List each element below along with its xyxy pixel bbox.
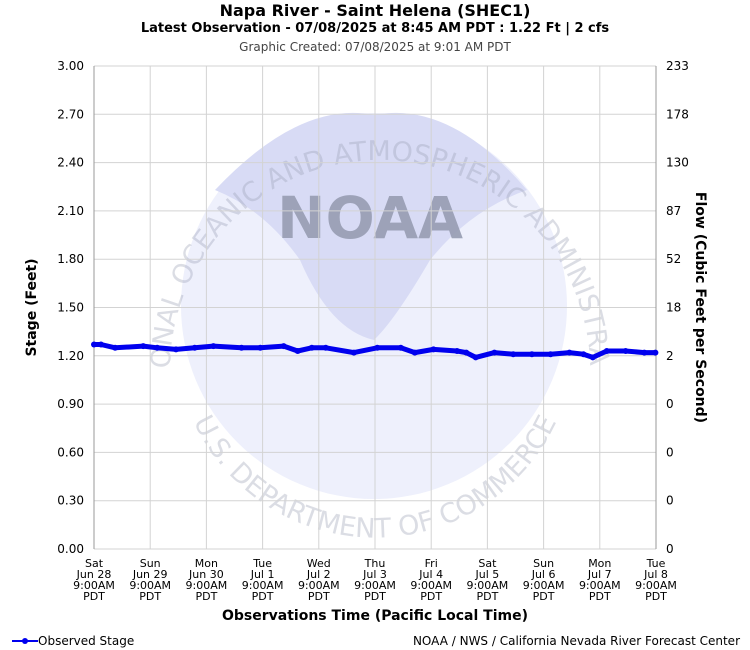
series-layer xyxy=(91,341,659,361)
data-point xyxy=(652,349,659,356)
y-tick-label: 0.90 xyxy=(57,397,84,411)
x-tick-label: Wed Jul 2 9:00AM PDT xyxy=(298,557,340,603)
grid-lines xyxy=(93,65,657,550)
legend-label: Observed Stage xyxy=(38,634,135,648)
y2-tick-label: 52 xyxy=(666,252,681,266)
data-point xyxy=(322,344,329,351)
x-tick-label: Sun Jul 6 9:00AM PDT xyxy=(523,557,565,603)
data-point xyxy=(641,349,648,356)
x-tick-label: Tue Jul 8 9:00AM PDT xyxy=(635,557,677,603)
y-tick-label: 0.00 xyxy=(57,542,84,556)
y2-tick-label: 2 xyxy=(666,349,674,363)
y2-axis-ticks: 0 0 0 0 2 18 52 87 130 178 233 xyxy=(666,59,689,556)
y-tick-label: 1.50 xyxy=(57,301,84,315)
data-point xyxy=(566,349,573,356)
legend-line-icon xyxy=(12,638,38,644)
data-point xyxy=(154,344,161,351)
data-point xyxy=(472,354,479,361)
data-point xyxy=(210,343,217,350)
y-tick-label: 1.80 xyxy=(57,252,84,266)
chart-title: Napa River - Saint Helena (SHEC1) xyxy=(219,1,531,20)
x-tick-label: Sun Jun 29 9:00AM PDT xyxy=(129,557,171,603)
data-point xyxy=(191,344,198,351)
data-point xyxy=(580,351,587,358)
data-point xyxy=(308,344,315,351)
y-tick-label: 1.20 xyxy=(57,349,84,363)
y-axis-ticks: 0.00 0.30 0.60 0.90 1.20 1.50 1.80 2.10 2.40 2.70… xyxy=(57,59,84,556)
y-tick-label: 2.70 xyxy=(57,107,84,121)
data-point xyxy=(257,344,264,351)
data-point xyxy=(350,349,357,356)
x-tick-label: Fri Jul 4 9:00AM PDT xyxy=(410,557,452,603)
x-tick-label: Tue Jul 1 9:00AM PDT xyxy=(242,557,284,603)
noaa-watermark: NOAA NATIONAL OCEANIC AND ATMOSPHERIC AD… xyxy=(0,0,614,545)
y2-tick-label: 0 xyxy=(666,397,674,411)
y2-tick-label: 0 xyxy=(666,494,674,508)
data-point xyxy=(140,343,147,350)
data-point xyxy=(528,351,535,358)
x-tick-label: Sat Jul 5 9:00AM PDT xyxy=(467,557,509,603)
x-tick-label: Thu Jul 3 9:00AM PDT xyxy=(354,557,396,603)
watermark-logo-text: NOAA xyxy=(277,184,463,252)
data-point xyxy=(510,351,517,358)
data-point xyxy=(430,346,437,353)
y2-tick-label: 0 xyxy=(666,542,674,556)
y2-tick-label: 233 xyxy=(666,59,689,73)
data-point xyxy=(454,348,460,354)
y-tick-label: 0.60 xyxy=(57,445,84,459)
y-tick-label: 2.40 xyxy=(57,156,84,170)
data-point xyxy=(589,354,596,361)
y-tick-label: 0.30 xyxy=(57,494,84,508)
data-point xyxy=(547,351,554,358)
y2-tick-label: 87 xyxy=(666,204,681,218)
data-point xyxy=(603,348,610,354)
y2-tick-label: 18 xyxy=(666,301,681,315)
data-point xyxy=(112,344,119,351)
data-point xyxy=(622,348,629,354)
data-point xyxy=(374,344,381,351)
data-point xyxy=(173,346,179,353)
data-point xyxy=(463,349,470,356)
data-point xyxy=(397,344,404,351)
watermark-wing xyxy=(215,112,527,340)
x-tick-label: Mon Jul 7 9:00AM PDT xyxy=(579,557,621,603)
y2-tick-label: 0 xyxy=(666,445,674,459)
y2-tick-label: 130 xyxy=(666,156,689,170)
legend: Observed Stage xyxy=(12,634,134,648)
y-axis-label: Stage (Feet) xyxy=(24,258,40,356)
graphic-created: Graphic Created: 07/08/2025 at 9:01 AM P… xyxy=(239,40,511,54)
data-point xyxy=(91,341,97,348)
y2-axis-label: Flow (Cubic Feet per Second) xyxy=(692,192,708,423)
credit-text: NOAA / NWS / California Nevada River For… xyxy=(412,634,740,648)
y-tick-label: 3.00 xyxy=(57,59,84,73)
y-tick-label: 2.10 xyxy=(57,204,84,218)
data-point xyxy=(280,343,287,350)
y2-tick-label: 178 xyxy=(666,107,689,121)
data-point xyxy=(491,349,498,356)
data-point xyxy=(411,349,418,356)
x-axis-ticks: Sat Jun 28 9:00AM PDT Sun Jun 29 9:00AM PDT Mon J… xyxy=(73,557,677,603)
data-point xyxy=(238,344,245,351)
data-point xyxy=(294,348,301,354)
x-tick-label: Mon Jun 30 9:00AM PDT xyxy=(186,557,228,603)
data-point xyxy=(98,341,104,348)
x-tick-label: Sat Jun 28 9:00AM PDT xyxy=(73,557,115,603)
x-axis-label: Observations Time (Pacific Local Time) xyxy=(222,608,528,624)
latest-observation: Latest Observation - 07/08/2025 at 8:45 … xyxy=(140,21,610,36)
